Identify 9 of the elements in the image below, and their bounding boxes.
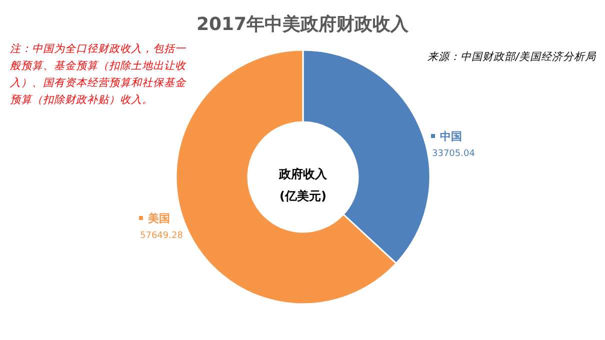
text: 注：中国为全口径财政收入，包括一般预算、基金预算（扣除土地出让收入）、国有资本经营预算和社保基金预算（扣除财政补贴）收入。 — [9, 43, 187, 106]
source-note: 来源：中国财政部/美国经济分析局 — [427, 51, 597, 63]
chart-title: 2017年中美政府财政收入 — [196, 14, 410, 35]
text: (亿美元) — [280, 189, 326, 203]
legend-label: 中国 — [440, 130, 462, 143]
data-label: 57649.28 — [140, 231, 184, 241]
text: 政府收入 — [278, 167, 328, 181]
data-label: 33705.04 — [432, 149, 476, 159]
legend-label: 美国 — [147, 212, 170, 225]
